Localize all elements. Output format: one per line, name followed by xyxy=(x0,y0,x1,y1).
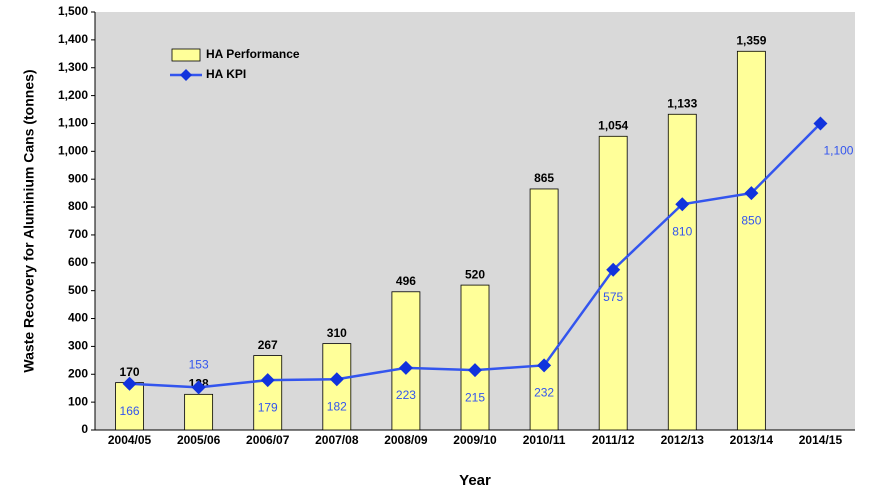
y-tick-label: 1,000 xyxy=(58,144,88,158)
y-tick-label: 600 xyxy=(68,255,88,269)
bar-value-label: 170 xyxy=(120,365,140,379)
bar xyxy=(529,188,559,431)
y-axis-title: Waste Recovery for Aluminium Cans (tonne… xyxy=(21,69,37,372)
kpi-value-label: 179 xyxy=(258,400,278,414)
kpi-marker xyxy=(813,116,828,131)
kpi-value-label: 166 xyxy=(120,404,140,418)
bar xyxy=(322,343,352,431)
kpi-marker xyxy=(675,197,690,212)
x-tick-label: 2012/13 xyxy=(661,433,705,447)
bar xyxy=(184,393,214,431)
kpi-marker xyxy=(329,372,344,387)
bar-value-label: 310 xyxy=(327,326,347,340)
bar xyxy=(253,355,283,431)
bar-value-label: 520 xyxy=(465,267,485,281)
kpi-marker xyxy=(468,363,482,378)
kpi-marker xyxy=(606,262,621,277)
bar-value-label: 267 xyxy=(258,338,278,352)
x-tick-label: 2004/05 xyxy=(108,433,152,447)
kpi-marker xyxy=(744,186,759,201)
y-tick-label: 900 xyxy=(68,171,88,185)
x-tick-label: 2005/06 xyxy=(177,433,221,447)
legend-label: HA Performance xyxy=(206,47,300,61)
bar-value-label: 1,359 xyxy=(736,33,766,47)
x-tick-label: 2006/07 xyxy=(246,433,290,447)
y-tick-label: 1,100 xyxy=(58,116,88,130)
bar-value-label: 1,133 xyxy=(667,96,697,110)
y-tick-label: 100 xyxy=(68,394,88,408)
kpi-value-label: 232 xyxy=(534,386,554,400)
x-tick-label: 2010/11 xyxy=(523,433,566,447)
legend-marker xyxy=(180,69,192,81)
kpi-value-label: 215 xyxy=(465,390,485,404)
y-tick-label: 1,300 xyxy=(58,60,88,74)
kpi-value-label: 182 xyxy=(327,399,347,413)
kpi-value-label: 810 xyxy=(672,224,692,238)
bar-value-label: 1,054 xyxy=(598,118,628,132)
kpi-marker xyxy=(122,376,137,391)
kpi-value-label: 223 xyxy=(396,388,416,402)
y-tick-label: 0 xyxy=(81,422,88,436)
y-tick-label: 700 xyxy=(68,227,88,241)
y-tick-label: 500 xyxy=(68,283,88,297)
bar xyxy=(667,113,697,431)
y-tick-label: 300 xyxy=(68,339,88,353)
kpi-value-label: 1,100 xyxy=(823,144,853,158)
x-tick-label: 2011/12 xyxy=(592,433,635,447)
kpi-value-label: 153 xyxy=(189,358,209,372)
kpi-value-label: 575 xyxy=(603,290,623,304)
y-tick-label: 1,400 xyxy=(58,32,88,46)
bar xyxy=(736,50,766,431)
y-tick-label: 200 xyxy=(68,366,88,380)
kpi-marker xyxy=(260,373,275,388)
kpi-marker xyxy=(191,380,206,395)
legend-label: HA KPI xyxy=(206,67,246,81)
bar xyxy=(460,284,490,431)
x-tick-label: 2009/10 xyxy=(453,433,497,447)
x-tick-label: 2008/09 xyxy=(384,433,428,447)
kpi-marker xyxy=(398,360,413,375)
y-tick-label: 1,200 xyxy=(58,88,88,102)
bar-value-label: 496 xyxy=(396,274,416,288)
x-axis-title: Year xyxy=(459,472,491,489)
y-tick-label: 1,500 xyxy=(58,4,88,18)
x-tick-label: 2013/14 xyxy=(730,433,774,447)
y-tick-label: 400 xyxy=(68,311,88,325)
kpi-marker xyxy=(537,358,552,373)
x-tick-label: 2014/15 xyxy=(799,433,843,447)
legend-swatch xyxy=(171,48,201,62)
y-tick-label: 800 xyxy=(68,199,88,213)
bar-value-label: 865 xyxy=(534,171,554,185)
kpi-value-label: 850 xyxy=(741,213,761,227)
x-tick-label: 2007/08 xyxy=(315,433,359,447)
